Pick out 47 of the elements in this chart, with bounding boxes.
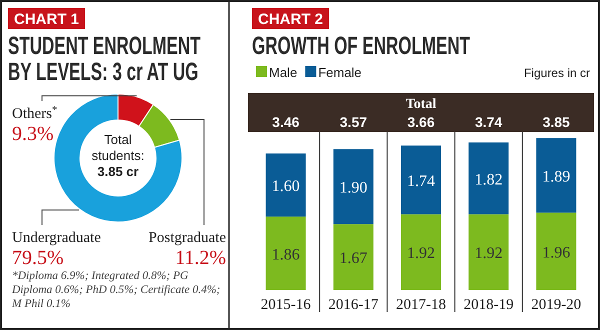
slice-label: Postgraduate <box>148 230 226 246</box>
data-label: 1.89 <box>542 168 570 186</box>
text: Figures in cr <box>524 66 590 80</box>
data-label: 11.2% <box>175 247 226 269</box>
x-tick-label: 2017-18 <box>396 297 446 313</box>
bar <box>266 216 306 290</box>
data-label: 1.92 <box>474 245 503 262</box>
chart-title: GROWTH OF ENROLMENT <box>252 32 470 60</box>
data-label: 9.3% <box>12 123 54 145</box>
total-label: 3.57 <box>340 114 368 130</box>
bar <box>333 149 374 224</box>
bar <box>468 214 509 290</box>
chart-subtitle: CHART 1 <box>14 11 80 28</box>
total-label: 3.66 <box>407 114 435 130</box>
bar <box>536 138 576 213</box>
total-label: 3.74 <box>474 114 502 130</box>
bar <box>266 153 306 217</box>
bar <box>401 214 441 290</box>
slice-label: Undergraduate <box>12 230 102 246</box>
x-tick-label: 2019-20 <box>531 297 582 313</box>
bar <box>468 142 509 214</box>
slice-label: Others$^{*}$ <box>12 104 58 122</box>
total-label: 3.46 <box>272 114 300 130</box>
data-label: 1.74 <box>407 172 435 190</box>
data-label: 79.5% <box>12 247 64 269</box>
data-label: 1.86 <box>272 246 300 264</box>
data-label: 1.90 <box>339 180 368 197</box>
x-tick-label: 2018-19 <box>464 297 514 313</box>
donut-slice <box>54 94 182 222</box>
total-label: 3.85 <box>542 114 570 130</box>
data-label: 1.60 <box>272 178 300 196</box>
text: Total students: 3.85 cr <box>92 132 144 179</box>
legend-label: Female <box>318 65 362 80</box>
x-tick-label: 2015-16 <box>260 297 312 313</box>
data-label: 1.82 <box>474 171 503 188</box>
x-tick-label: 2016-17 <box>328 297 379 313</box>
chart-title: STUDENT ENROLMENT BY LEVELS: 3 cr AT UG <box>8 32 201 86</box>
bar <box>401 146 441 214</box>
data-label: 1.67 <box>339 250 368 268</box>
text: *Diploma 6.9%; Integrated 0.8%; PG Diploma 0.6%; PhD 0.5%; Certificate 0.4%; M Phil 0.1% <box>11 270 220 310</box>
text: Total <box>406 97 436 112</box>
chart-subtitle: CHART 2 <box>258 11 324 28</box>
bar <box>333 224 374 290</box>
legend-label: Male <box>269 65 298 80</box>
data-label: 1.96 <box>542 244 570 262</box>
data-label: 1.92 <box>407 245 435 262</box>
bar <box>536 212 576 290</box>
